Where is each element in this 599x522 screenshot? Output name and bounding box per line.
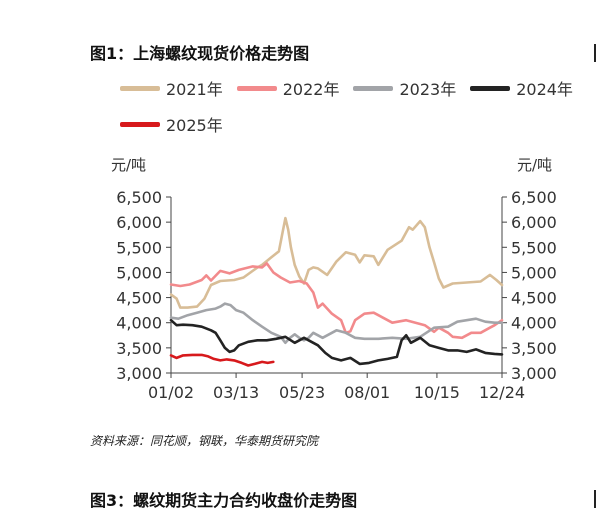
legend-swatch-2023 bbox=[353, 85, 394, 91]
series-line-2024年 bbox=[169, 318, 504, 366]
y-tick-label-right: 4,000 bbox=[511, 314, 557, 333]
right-edge-marker-bottom bbox=[594, 490, 596, 508]
legend-label-2022: 2022年 bbox=[282, 80, 340, 99]
y-tick-label-left: 4,000 bbox=[116, 314, 162, 333]
chart-legend: 2021年 2022年 2023年 2024年 2025年 bbox=[120, 76, 599, 148]
y-tick-label-left: 3,000 bbox=[116, 364, 162, 383]
legend-swatch-2025 bbox=[120, 121, 160, 127]
series-line-2022年 bbox=[169, 262, 504, 340]
y-tick-label-right: 5,000 bbox=[511, 263, 557, 282]
y-tick-label-left: 5,500 bbox=[116, 238, 162, 257]
next-figure-title: 图3：螺纹期货主力合约收盘价走势图 bbox=[90, 491, 358, 510]
legend-label-2021: 2021年 bbox=[166, 80, 223, 99]
y-tick-label-right: 3,000 bbox=[511, 364, 557, 383]
y-tick-label-left: 6,500 bbox=[116, 188, 162, 207]
legend-label-2023: 2023年 bbox=[399, 80, 457, 99]
legend-label-2025: 2025年 bbox=[166, 116, 223, 135]
x-tick-label: 05/23 bbox=[279, 383, 325, 402]
right-edge-marker bbox=[594, 44, 596, 62]
legend-swatch-2024 bbox=[470, 85, 511, 91]
x-tick-label: 08/01 bbox=[344, 383, 390, 402]
y-tick-label-left: 6,000 bbox=[116, 213, 162, 232]
legend-item-2024: 2024年 bbox=[470, 76, 573, 100]
series-line-2021年 bbox=[169, 216, 504, 309]
legend-item-2021: 2021年 bbox=[120, 76, 223, 100]
y-tick-label-right: 6,000 bbox=[511, 213, 557, 232]
source-note: 资料来源：同花顺，钢联，华泰期货研究院 bbox=[90, 434, 319, 448]
y-tick-label-right: 6,500 bbox=[511, 188, 557, 207]
series-line-2025年 bbox=[169, 353, 275, 367]
figure-title: 图1：上海螺纹现货价格走势图 bbox=[90, 44, 310, 63]
y-tick-label-right: 3,500 bbox=[511, 339, 557, 358]
x-tick-label: 01/02 bbox=[148, 383, 194, 402]
x-tick-label: 03/13 bbox=[213, 383, 259, 402]
legend-label-2024: 2024年 bbox=[516, 80, 573, 99]
legend-item-2025: 2025年 bbox=[120, 112, 223, 136]
y-tick-label-right: 5,500 bbox=[511, 238, 557, 257]
y-tick-label-left: 3,500 bbox=[116, 339, 162, 358]
legend-swatch-2021 bbox=[120, 85, 160, 91]
x-tick-label: 12/24 bbox=[479, 383, 525, 402]
y-tick-label-left: 4,500 bbox=[116, 289, 162, 308]
legend-swatch-2022 bbox=[236, 85, 277, 91]
y-tick-label-right: 4,500 bbox=[511, 289, 557, 308]
x-tick-label: 10/15 bbox=[414, 383, 460, 402]
y-axis-unit-right: 元/吨 bbox=[517, 156, 553, 174]
y-tick-label-left: 5,000 bbox=[116, 263, 162, 282]
y-axis-unit-left: 元/吨 bbox=[111, 156, 147, 174]
legend-item-2023: 2023年 bbox=[353, 76, 456, 100]
legend-item-2022: 2022年 bbox=[236, 76, 340, 100]
